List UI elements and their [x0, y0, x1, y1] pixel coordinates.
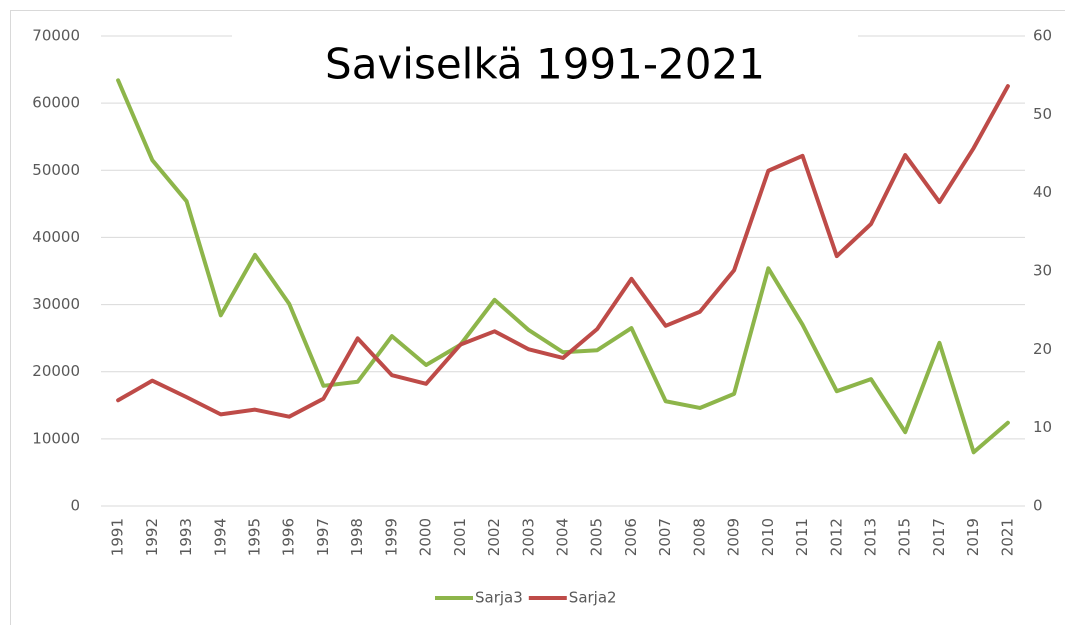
x-tick-label: 2010 — [759, 518, 777, 556]
y2-tick-label: 60 — [1033, 27, 1052, 45]
x-tick-label: 2021 — [998, 518, 1016, 556]
y-tick-label: 20000 — [32, 362, 80, 380]
x-tick-label: 1993 — [177, 518, 195, 556]
x-tick-label: 2007 — [656, 518, 674, 556]
x-tick-label: 2001 — [451, 518, 469, 556]
series-line — [116, 84, 1010, 419]
x-tick-label: 2006 — [622, 518, 640, 556]
y-tick-label: 50000 — [32, 161, 80, 179]
y2-tick-label: 20 — [1033, 340, 1052, 358]
x-tick-label: 2005 — [588, 518, 606, 556]
x-tick-label: 2015 — [896, 518, 914, 556]
y-tick-label: 30000 — [32, 295, 80, 313]
x-tick-label: 2019 — [964, 518, 982, 556]
x-tick-label: 1996 — [280, 518, 298, 556]
title-background — [232, 34, 858, 100]
legend-label: Sarja2 — [569, 589, 617, 607]
y2-tick-label: 10 — [1033, 418, 1052, 436]
y2-tick-label: 0 — [1033, 497, 1043, 515]
chart-border — [10, 10, 1065, 625]
y-tick-label: 40000 — [32, 228, 80, 246]
y2-tick-label: 40 — [1033, 183, 1052, 201]
x-tick-label: 1999 — [382, 518, 400, 556]
series-line — [116, 78, 1010, 455]
y2-tick-label: 50 — [1033, 105, 1052, 123]
y-tick-label: 70000 — [32, 27, 80, 45]
x-tick-label: 1992 — [143, 518, 161, 556]
x-tick-label: 1995 — [246, 518, 264, 556]
x-tick-label: 2017 — [930, 518, 948, 556]
x-tick-label: 2002 — [485, 518, 503, 556]
chart-title: Saviselkä 1991-2021 — [325, 40, 765, 89]
y-tick-label: 0 — [70, 497, 80, 515]
x-tick-label: 2011 — [793, 518, 811, 556]
x-tick-label: 2009 — [725, 518, 743, 556]
y-tick-label: 60000 — [32, 94, 80, 112]
x-tick-label: 1991 — [109, 518, 127, 556]
x-tick-label: 2013 — [862, 518, 880, 556]
y2-tick-label: 30 — [1033, 262, 1052, 280]
x-tick-label: 2004 — [554, 518, 572, 556]
x-tick-label: 2012 — [827, 518, 845, 556]
y-tick-label: 10000 — [32, 429, 80, 447]
legend-label: Sarja3 — [475, 589, 523, 607]
x-tick-label: 1998 — [348, 518, 366, 556]
x-tick-label: 2008 — [690, 518, 708, 556]
x-tick-label: 2003 — [519, 518, 537, 556]
x-tick-label: 1994 — [211, 518, 229, 556]
x-tick-label: 1997 — [314, 518, 332, 556]
x-tick-label: 2000 — [417, 518, 435, 556]
